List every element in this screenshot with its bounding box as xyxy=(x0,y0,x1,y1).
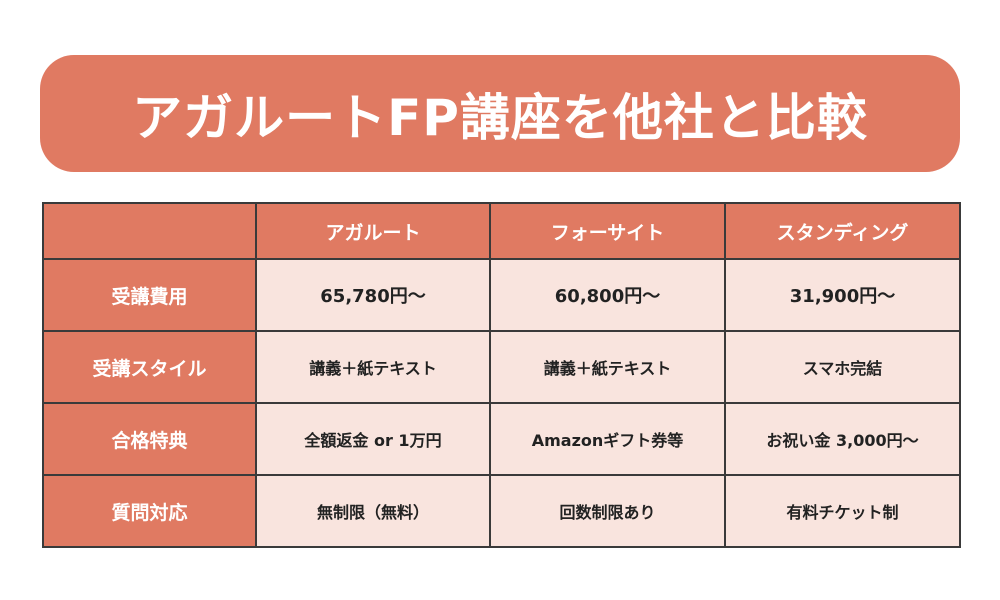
table-corner-cell xyxy=(42,202,257,260)
column-header-foresight: フォーサイト xyxy=(489,202,726,260)
table-cell: スマホ完結 xyxy=(724,330,961,404)
table-cell: 講義＋紙テキスト xyxy=(489,330,726,404)
table-row: 合格特典 全額返金 or 1万円 Amazonギフト券等 お祝い金 3,000円… xyxy=(42,402,961,476)
table-cell: 全額返金 or 1万円 xyxy=(255,402,491,476)
row-label-support: 質問対応 xyxy=(42,474,257,548)
page-title: アガルートFP講座を他社と比較 xyxy=(40,55,960,172)
table-row: 質問対応 無制限（無料） 回数制限あり 有料チケット制 xyxy=(42,474,961,548)
table-cell: お祝い金 3,000円〜 xyxy=(724,402,961,476)
table-cell: 有料チケット制 xyxy=(724,474,961,548)
row-label-fee: 受講費用 xyxy=(42,258,257,332)
table-cell: 65,780円〜 xyxy=(255,258,491,332)
table-cell: Amazonギフト券等 xyxy=(489,402,726,476)
table-cell: 無制限（無料） xyxy=(255,474,491,548)
comparison-table: アガルート フォーサイト スタンディング 受講費用 65,780円〜 60,80… xyxy=(42,202,961,548)
table-cell: 講義＋紙テキスト xyxy=(255,330,491,404)
table-cell: 回数制限あり xyxy=(489,474,726,548)
table-row: 受講スタイル 講義＋紙テキスト 講義＋紙テキスト スマホ完結 xyxy=(42,330,961,404)
table-row: 受講費用 65,780円〜 60,800円〜 31,900円〜 xyxy=(42,258,961,332)
row-label-style: 受講スタイル xyxy=(42,330,257,404)
column-header-studying: スタンディング xyxy=(724,202,961,260)
table-header-row: アガルート フォーサイト スタンディング xyxy=(42,202,961,260)
table-cell: 60,800円〜 xyxy=(489,258,726,332)
row-label-bonus: 合格特典 xyxy=(42,402,257,476)
table-cell: 31,900円〜 xyxy=(724,258,961,332)
column-header-agaroot: アガルート xyxy=(255,202,491,260)
